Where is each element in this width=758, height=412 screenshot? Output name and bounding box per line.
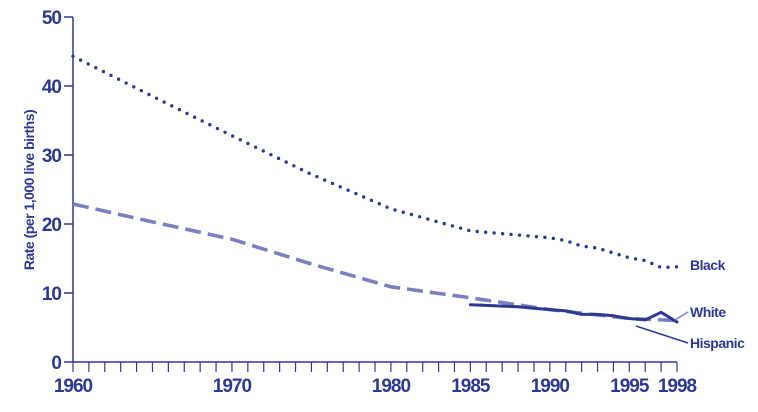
y-tick-label: 40 (42, 77, 62, 98)
series-line-white (72, 202, 678, 323)
y-axis-title: Rate (per 1,000 live births) (21, 110, 37, 270)
series-label-black: Black (690, 257, 726, 273)
white-leader-line (674, 311, 689, 321)
series-line-black (71, 54, 679, 270)
series-labels: Black White Hispanic (635, 257, 746, 351)
hispanic-leader-line (635, 325, 689, 344)
series-label-white: White (690, 304, 726, 320)
axes: 0 10 20 30 40 50 1960 1970 1980 1985 1990 1995 1998 (42, 8, 698, 397)
x-tick-label: 1990 (531, 376, 570, 397)
x-tick-label: 1970 (213, 376, 252, 397)
x-tick-label: 1960 (54, 376, 93, 397)
series-line-hispanic (468, 303, 679, 324)
y-tick-label: 30 (42, 146, 62, 167)
series-label-hispanic: Hispanic (690, 335, 745, 351)
series-lines (71, 54, 679, 324)
x-tick-label: 1985 (451, 376, 491, 397)
y-tick-label: 10 (42, 284, 62, 305)
y-tick-label: 50 (42, 8, 62, 29)
x-tick-label: 1995 (610, 376, 650, 397)
y-tick-label: 0 (51, 353, 61, 374)
x-tick-label: 1980 (372, 376, 411, 397)
x-tick-label: 1998 (658, 376, 697, 397)
y-tick-label: 20 (42, 215, 62, 236)
